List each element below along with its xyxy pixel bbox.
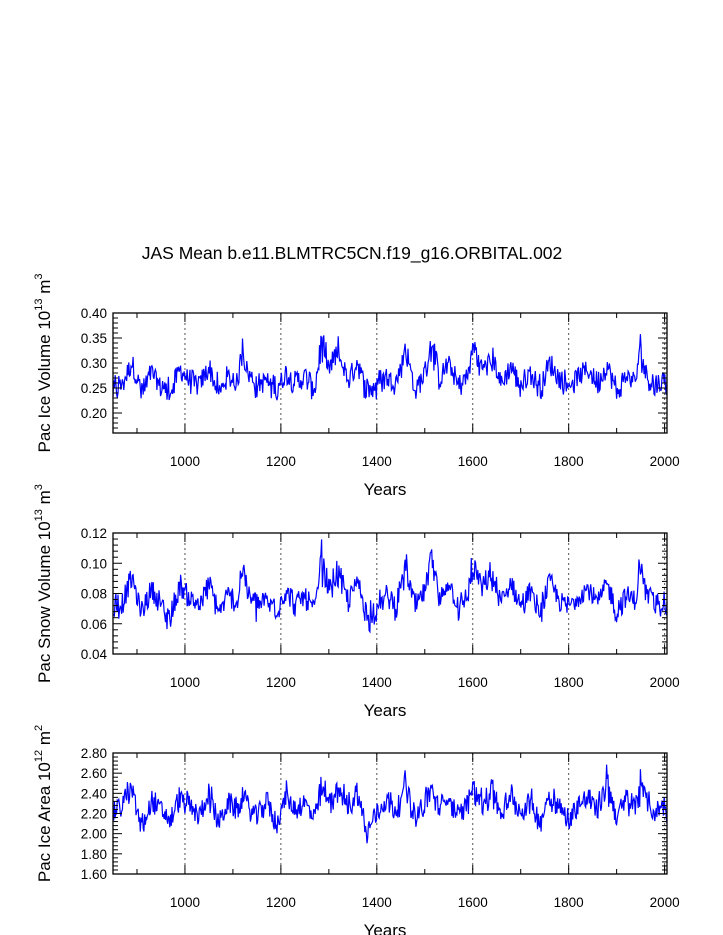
x-tick-label: 2000 [650, 895, 680, 910]
plot-frame [112, 752, 668, 875]
y-tick-label: 0.30 [81, 356, 107, 371]
y-label-unit: m [35, 490, 54, 509]
x-tick-label: 1000 [170, 675, 200, 690]
series-line [112, 539, 668, 634]
x-tick-label: 1600 [458, 675, 488, 690]
y-tick-label: 0.10 [81, 556, 107, 571]
x-tick-label: 1000 [170, 895, 200, 910]
y-tick-label: 0.04 [81, 647, 108, 662]
y-tick-label: 2.00 [81, 827, 107, 842]
x-tick-label: 1400 [362, 895, 392, 910]
x-tick-label: 1600 [458, 454, 488, 469]
y-axis-label: Pac Ice Volume 1013 m3 [33, 273, 54, 452]
y-label-exponent: 13 [33, 509, 45, 521]
x-tick-label: 2000 [650, 454, 680, 469]
y-label-exponent: 12 [33, 750, 45, 762]
y-tick-label: 2.80 [81, 746, 107, 761]
x-tick-label: 1800 [554, 454, 584, 469]
y-label-text: Pac Snow Volume 10 [35, 521, 54, 683]
panel-snow-volume: 1000 1200 1400 1600 1800 2000 0.04 0.06 0.08 0.10… [33, 484, 680, 720]
y-tick-label: 0.20 [81, 406, 107, 421]
x-tick-label: 1200 [266, 454, 296, 469]
chart-title: JAS Mean b.e11.BLMTRC5CN.f19_g16.ORBITAL… [142, 243, 563, 264]
y-label-unit-exponent: 2 [33, 725, 45, 731]
series-line [112, 334, 668, 401]
panels: 1000 1200 1400 1600 1800 2000 0.20 0.25 0.30 0.35… [33, 273, 680, 935]
y-tick-label: 0.35 [81, 331, 107, 346]
x-tick-label: 1200 [266, 675, 296, 690]
y-label-unit-exponent: 3 [33, 484, 45, 490]
plot-frame [112, 312, 668, 434]
panel-ice-area: 1000 1200 1400 1600 1800 2000 1.60 1.80 2.00 2.20… [33, 725, 680, 935]
x-tick-label: 1400 [362, 454, 392, 469]
y-tick-label: 0.06 [81, 617, 107, 632]
series-line [112, 764, 668, 844]
y-tick-label: 0.08 [81, 587, 107, 602]
y-label-unit-exponent: 3 [33, 273, 45, 279]
y-label-unit: m [35, 280, 54, 299]
y-tick-label: 1.60 [81, 867, 107, 882]
x-axis-label: Years [364, 480, 407, 499]
y-tick-label: 0.25 [81, 381, 107, 396]
y-label-exponent: 13 [33, 299, 45, 311]
y-tick-label: 2.20 [81, 807, 107, 822]
panel-ice-volume: 1000 1200 1400 1600 1800 2000 0.20 0.25 0.30 0.35… [33, 273, 680, 499]
x-tick-label: 1600 [458, 895, 488, 910]
x-tick-label: 1400 [362, 675, 392, 690]
y-tick-label: 0.12 [81, 526, 107, 541]
y-axis-label: Pac Ice Area 1012 m2 [33, 725, 54, 882]
y-tick-label: 2.60 [81, 766, 107, 781]
y-tick-label: 0.40 [81, 306, 107, 321]
y-label-text: Pac Ice Area 10 [35, 762, 54, 882]
y-label-unit: m [35, 731, 54, 750]
y-tick-label: 1.80 [81, 847, 107, 862]
x-axis-label: Years [364, 921, 407, 935]
x-tick-label: 1800 [554, 895, 584, 910]
x-tick-label: 1800 [554, 675, 584, 690]
y-label-text: Pac Ice Volume 10 [35, 311, 54, 453]
y-axis-label: Pac Snow Volume 1013 m3 [33, 484, 54, 683]
x-tick-label: 1200 [266, 895, 296, 910]
x-tick-label: 1000 [170, 454, 200, 469]
x-axis-label: Years [364, 701, 407, 720]
y-tick-label: 2.40 [81, 786, 107, 801]
x-tick-label: 2000 [650, 675, 680, 690]
